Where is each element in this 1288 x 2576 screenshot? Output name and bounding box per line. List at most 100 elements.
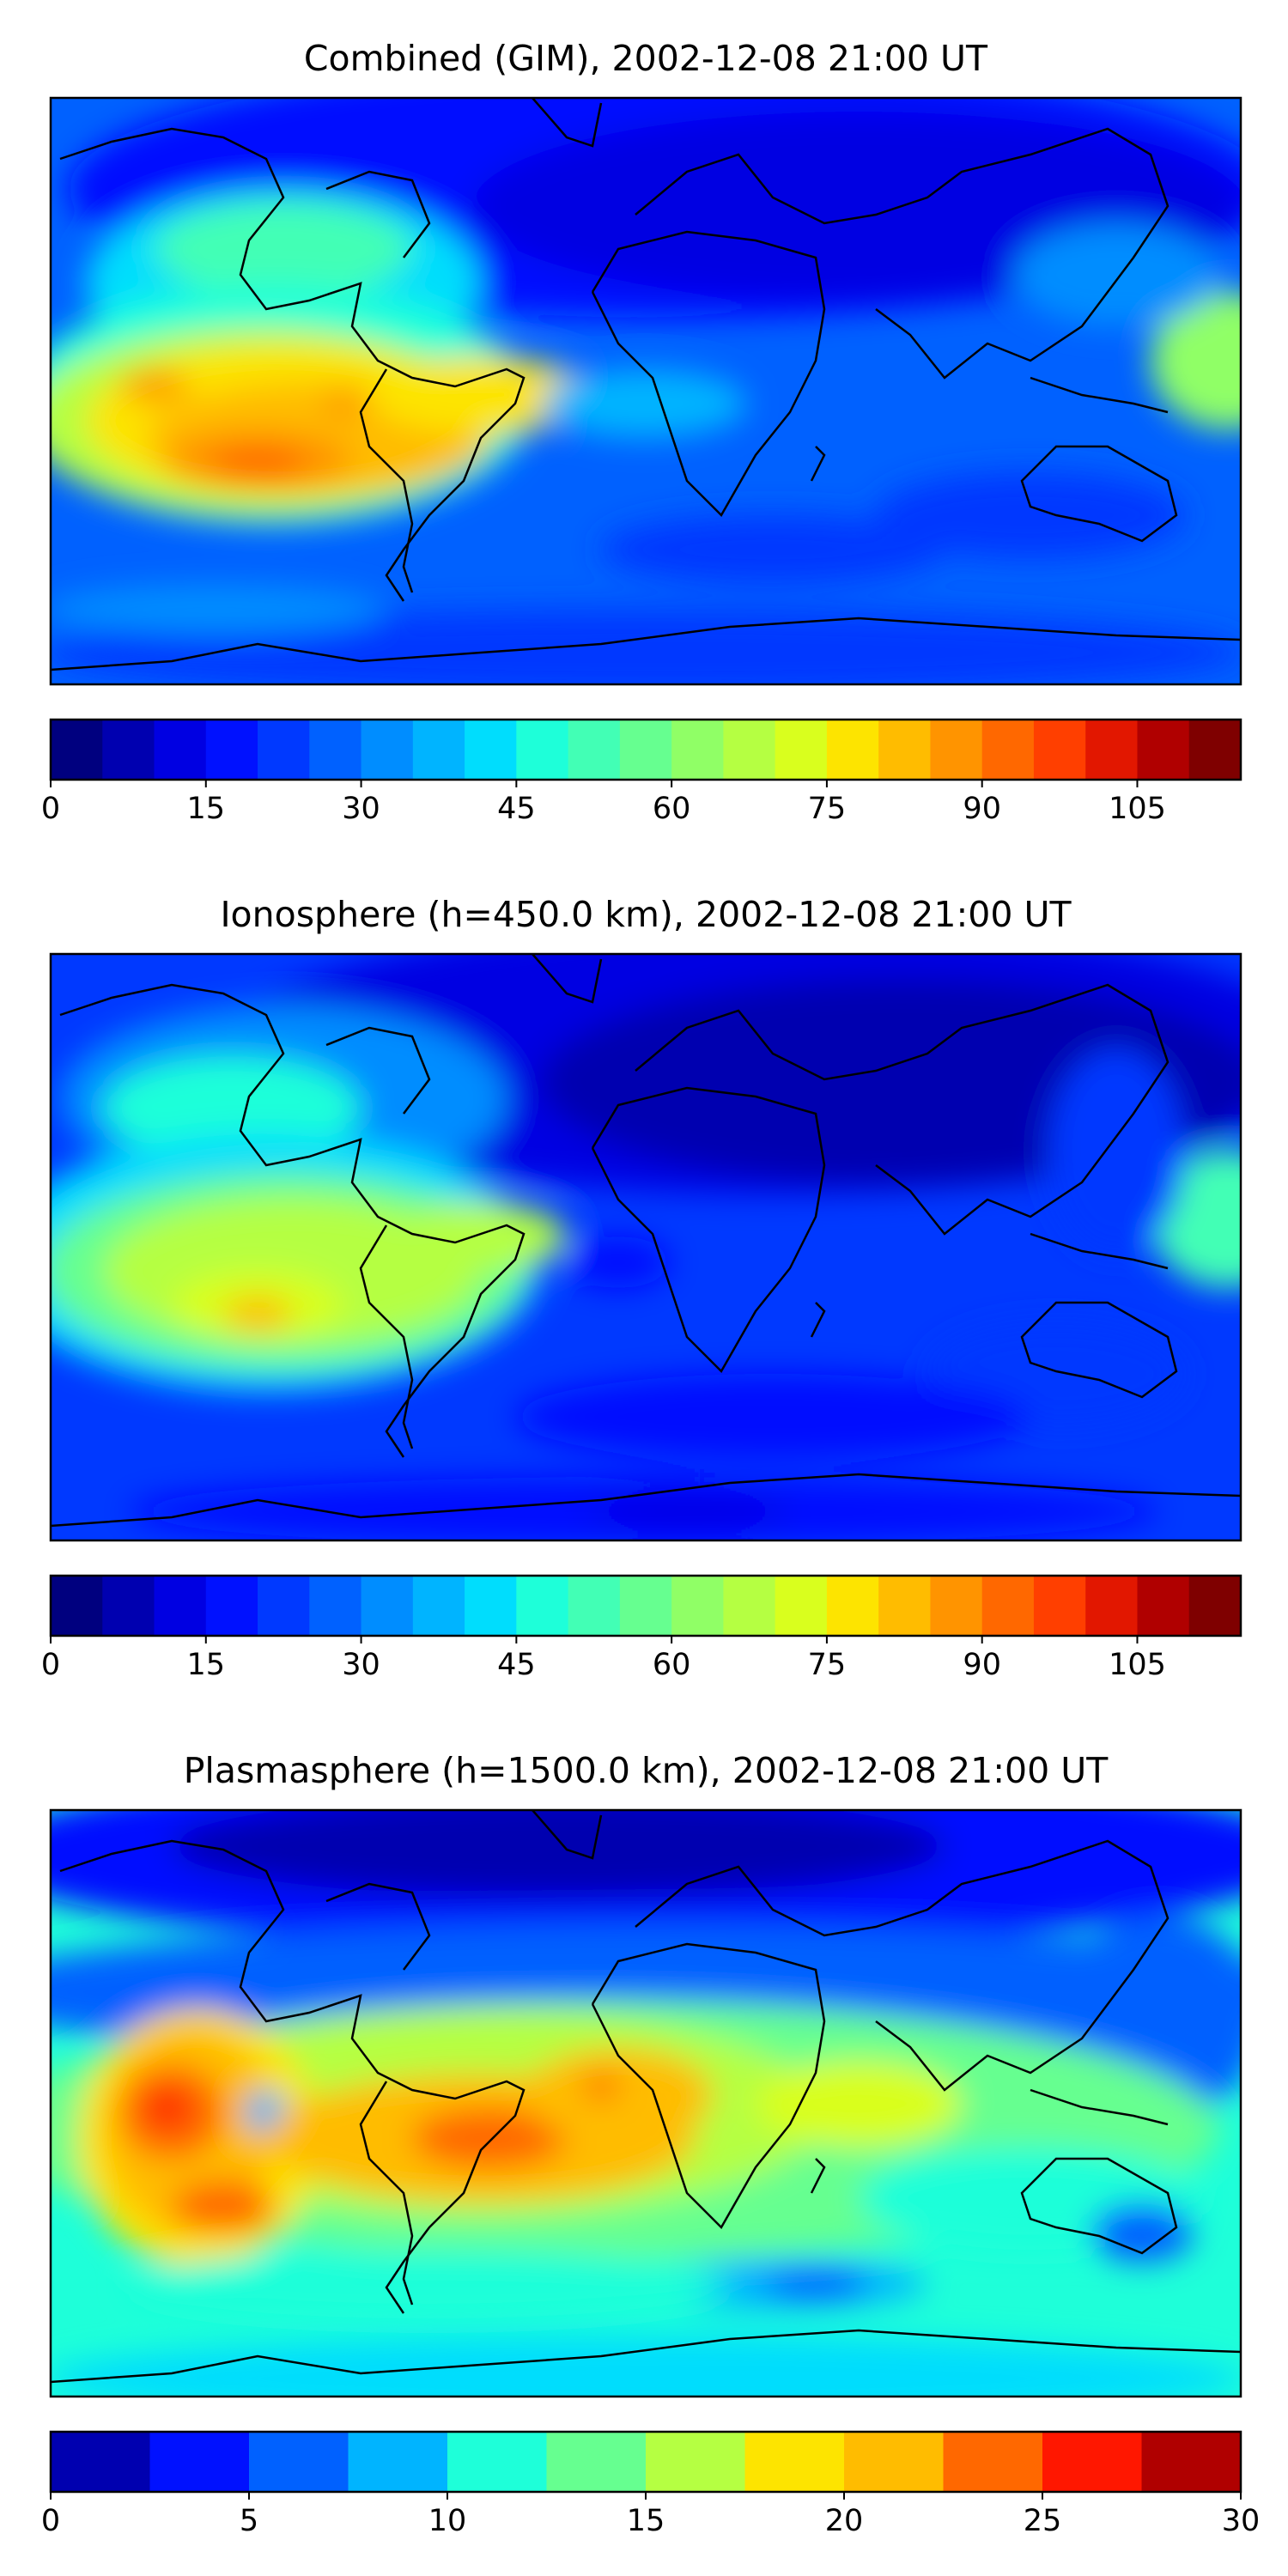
colorbar-segment: [930, 720, 983, 780]
colorbar-tick-label: 75: [808, 1648, 847, 1682]
colorbar-tick-label: 15: [627, 2504, 665, 2538]
colorbar-tick-label: 25: [1024, 2504, 1062, 2538]
colorbar-tick-label: 20: [825, 2504, 864, 2538]
colorbar-segment: [205, 1576, 258, 1636]
colorbar-segment: [1188, 720, 1242, 780]
colorbar-segment: [775, 720, 828, 780]
colorbar-segment: [205, 720, 258, 780]
colorbar-segment: [619, 720, 672, 780]
colorbar-tick-label: 15: [187, 792, 226, 826]
colorbar-segment: [516, 720, 569, 780]
colorbar-segment: [671, 1576, 724, 1636]
colorbar-segment: [981, 720, 1035, 780]
colorbar-segment: [878, 1576, 932, 1636]
colorbar-segment: [51, 1576, 103, 1636]
coastlines-combined: [51, 98, 1241, 671]
colorbar-segment: [51, 720, 103, 780]
colorbar-segment: [258, 1576, 310, 1636]
colorbar-segment: [154, 720, 207, 780]
map-area-ionosphere: [51, 954, 1241, 1540]
colorbar-segment: [878, 720, 932, 780]
colorbar-tick-label: 30: [342, 1648, 380, 1682]
colorbar-segment: [412, 1576, 465, 1636]
map-frame-combined: [49, 96, 1242, 686]
colorbar-tick-label: 75: [808, 792, 847, 826]
colorbar-segment: [1188, 1576, 1242, 1636]
tec-field-plasmasphere: [51, 1810, 1241, 2397]
colorbar-segment: [619, 1576, 672, 1636]
tec-field-combined: [51, 98, 1241, 684]
panel-plasmasphere: Plasmasphere (h=1500.0 km), 2002-12-08 2…: [41, 1750, 1261, 2538]
colorbar-tick-label: 0: [41, 792, 60, 826]
colorbar-tick-label: 45: [497, 1648, 536, 1682]
colorbar-segment: [149, 2432, 250, 2492]
colorbar-segment: [154, 1576, 207, 1636]
colorbar-ionosphere: 0 15 30 45 60 75 90 105: [41, 1574, 1242, 1682]
chart-title-plasmasphere: Plasmasphere (h=1500.0 km), 2002-12-08 2…: [184, 1750, 1109, 1791]
colorbar-tick-label: 90: [963, 792, 1001, 826]
colorbar-segment: [465, 1576, 517, 1636]
colorbar-segment: [844, 2432, 945, 2492]
colorbar-segment: [361, 1576, 414, 1636]
colorbar-tick-label: 45: [497, 792, 536, 826]
colorbar-tick-label: 60: [653, 1648, 691, 1682]
colorbar-segment: [1141, 2432, 1242, 2492]
colorbar-frame: [49, 718, 1242, 781]
colorbar-tick-label: 15: [187, 1648, 226, 1682]
colorbar-tick-label: 105: [1109, 792, 1166, 826]
colorbar-segment: [723, 720, 776, 780]
colorbar-segment: [516, 1576, 569, 1636]
colorbar-segment: [249, 2432, 349, 2492]
coastlines-plasmasphere: [51, 1810, 1241, 2384]
colorbar-segment: [1085, 1576, 1139, 1636]
colorbar-segment: [671, 720, 724, 780]
colorbar-tick-label: 60: [653, 792, 691, 826]
colorbar-segment: [981, 1576, 1035, 1636]
colorbar-segment: [51, 2432, 151, 2492]
colorbar-segment: [1033, 1576, 1086, 1636]
colorbar-segment: [1137, 720, 1190, 780]
colorbar-segment: [412, 720, 465, 780]
colorbar-segment: [1042, 2432, 1143, 2492]
colorbar-combined: 0 15 30 45 60 75 90 105: [41, 718, 1242, 826]
colorbar-tick-label: 0: [41, 1648, 60, 1682]
colorbar-segment: [723, 1576, 776, 1636]
colorbar-tick-label: 90: [963, 1648, 1001, 1682]
colorbar-tick-label: 0: [41, 2504, 60, 2538]
coastlines-ionosphere: [51, 954, 1241, 1528]
colorbar-segment: [465, 720, 517, 780]
chart-title-ionosphere: Ionosphere (h=450.0 km), 2002-12-08 21:0…: [220, 894, 1072, 935]
colorbar-segment: [309, 720, 362, 780]
colorbar-segment: [1033, 720, 1086, 780]
colorbar-tick-label: 30: [1222, 2504, 1261, 2538]
colorbar-segment: [826, 720, 879, 780]
colorbar-segment: [775, 1576, 828, 1636]
colorbar-tick-label: 5: [240, 2504, 258, 2538]
colorbar-frame: [49, 1574, 1242, 1637]
colorbar-plasmasphere: 0 5 10 15 20 25 30: [41, 2430, 1261, 2538]
colorbar-segment: [826, 1576, 879, 1636]
tec-field-ionosphere: [51, 954, 1241, 1540]
colorbar-segment: [568, 1576, 621, 1636]
colorbar-segment: [646, 2432, 746, 2492]
chart-title-combined: Combined (GIM), 2002-12-08 21:00 UT: [304, 38, 988, 79]
colorbar-tick-label: 10: [428, 2504, 467, 2538]
colorbar-segment: [943, 2432, 1043, 2492]
colorbar-segment: [102, 720, 155, 780]
colorbar-segment: [447, 2432, 548, 2492]
colorbar-segment: [1085, 720, 1139, 780]
map-frame-plasmasphere: [49, 1808, 1242, 2398]
colorbar-segment: [744, 2432, 845, 2492]
colorbar-segment: [930, 1576, 983, 1636]
map-area-plasmasphere: [51, 1810, 1241, 2397]
colorbar-tick-label: 30: [342, 792, 380, 826]
colorbar-segment: [348, 2432, 448, 2492]
colorbar-segment: [1137, 1576, 1190, 1636]
colorbar-segment: [546, 2432, 647, 2492]
colorbar-segment: [258, 720, 310, 780]
map-frame-ionosphere: [49, 952, 1242, 1542]
colorbar-segment: [102, 1576, 155, 1636]
colorbar-segment: [309, 1576, 362, 1636]
panel-ionosphere: Ionosphere (h=450.0 km), 2002-12-08 21:0…: [41, 894, 1242, 1682]
